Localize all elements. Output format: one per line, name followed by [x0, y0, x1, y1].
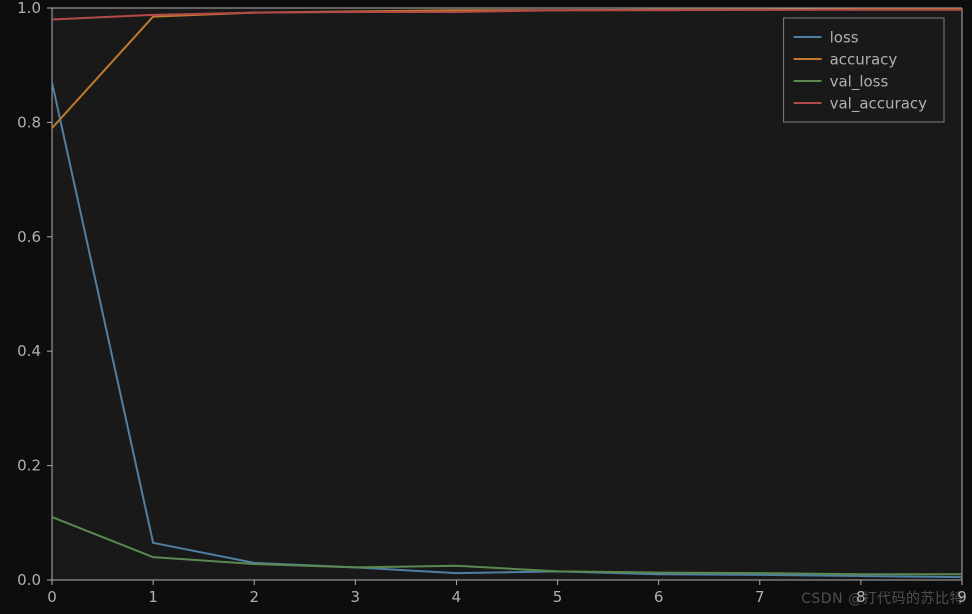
svg-text:0: 0 — [47, 588, 57, 606]
legend-label-loss: loss — [830, 28, 859, 46]
legend-label-val_accuracy: val_accuracy — [830, 94, 928, 113]
legend: loss accuracy val_loss val_accuracy — [784, 18, 944, 122]
svg-text:0.6: 0.6 — [17, 228, 41, 246]
svg-text:0.4: 0.4 — [17, 342, 41, 360]
svg-text:6: 6 — [654, 588, 664, 606]
svg-text:0.0: 0.0 — [17, 571, 41, 589]
svg-text:2: 2 — [249, 588, 259, 606]
svg-text:1: 1 — [148, 588, 158, 606]
svg-text:9: 9 — [957, 588, 967, 606]
svg-text:1.0: 1.0 — [17, 0, 41, 17]
svg-text:5: 5 — [553, 588, 563, 606]
legend-label-val_loss: val_loss — [830, 72, 889, 91]
svg-text:7: 7 — [755, 588, 765, 606]
legend-label-accuracy: accuracy — [830, 50, 898, 68]
svg-text:0.8: 0.8 — [17, 113, 41, 131]
line-chart: 0 1 2 3 4 5 6 7 8 9 0.0 0.2 0.4 0.6 0.8 1.0 loss accuracy… — [0, 0, 972, 614]
svg-text:4: 4 — [452, 588, 462, 606]
svg-text:0.2: 0.2 — [17, 457, 41, 475]
svg-text:3: 3 — [351, 588, 361, 606]
svg-text:8: 8 — [856, 588, 866, 606]
